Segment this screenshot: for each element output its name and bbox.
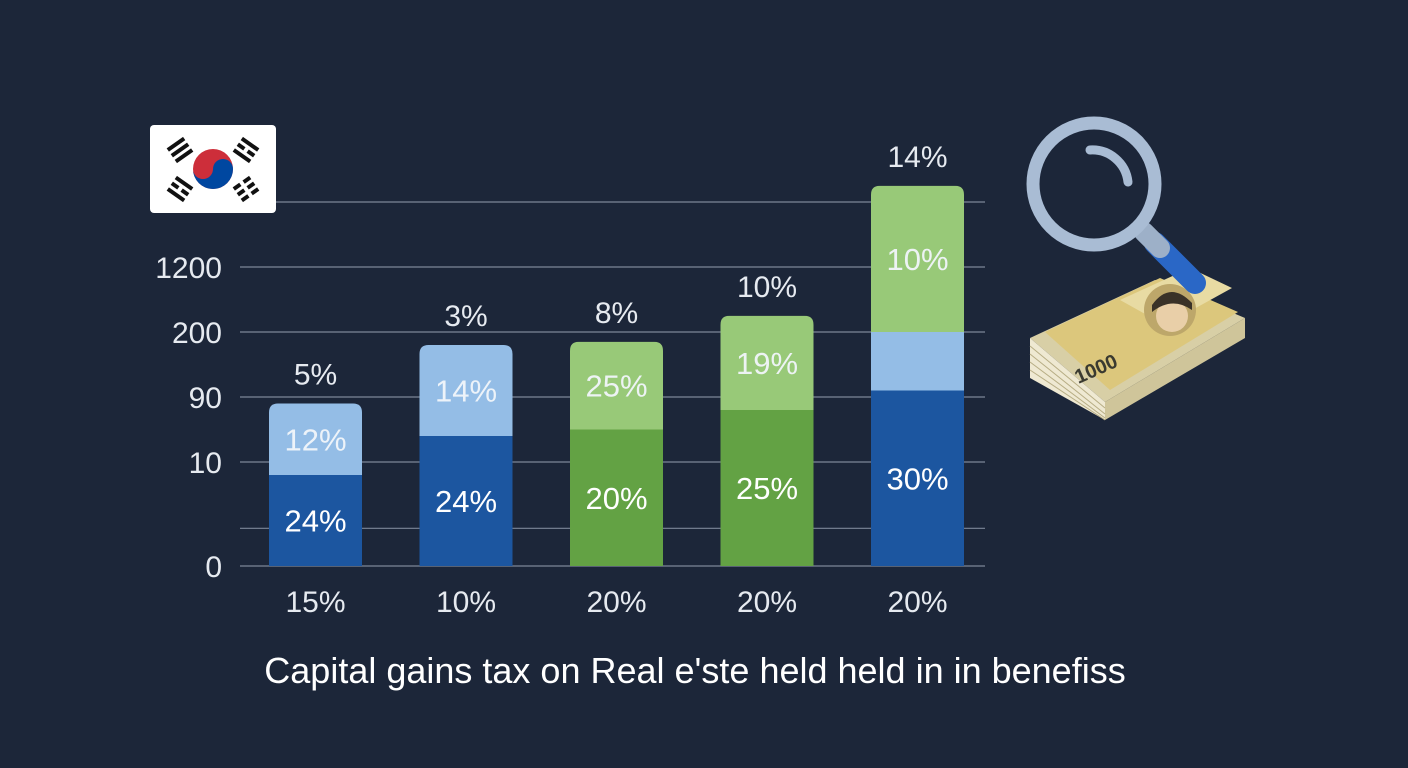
bar-stack — [570, 341, 663, 566]
segment-label: 19% — [736, 346, 798, 381]
segment-label: 14% — [435, 374, 497, 409]
x-category-label: 20% — [737, 586, 797, 619]
bar-stack — [269, 403, 362, 566]
bar-segment-top — [720, 315, 814, 410]
x-category-label: 10% — [436, 586, 496, 619]
bar-top-label: 10% — [737, 271, 797, 304]
label-layer: 0 10 90 200 1200 24% 12% 5% 15% 24% 14% 3% 10% 20% 25%… — [155, 141, 948, 619]
segment-label: 24% — [435, 484, 497, 519]
x-category-label: 15% — [285, 586, 345, 619]
bar-segment-middle — [871, 332, 964, 391]
segment-label: 30% — [886, 461, 948, 496]
bar-top-label: 8% — [595, 297, 638, 330]
y-tick-label: 90 — [189, 382, 222, 415]
x-category-label: 20% — [887, 586, 947, 619]
bar-segment-top — [570, 341, 663, 430]
bar-segment-bottom — [871, 390, 964, 566]
bar-stack — [419, 345, 513, 566]
bar-segment-bottom — [419, 436, 513, 566]
segment-label: 10% — [886, 242, 948, 277]
bar-segment-bottom — [570, 429, 663, 566]
bar-segment-top — [419, 345, 513, 436]
won-banknote-stack-icon: 1000 — [1029, 268, 1245, 421]
y-tick-label: 10 — [189, 447, 222, 480]
bar-segment-top — [871, 185, 964, 332]
chart-title: Capital gains tax on Real e'ste held hel… — [264, 650, 1126, 691]
bar-top-label: 14% — [887, 141, 947, 174]
segment-label: 25% — [736, 471, 798, 506]
segment-label: 25% — [585, 369, 647, 404]
y-tick-label: 200 — [172, 317, 222, 350]
south-korea-flag-icon — [150, 125, 276, 213]
bar-top-label: 5% — [294, 359, 337, 392]
bar-segment-top — [269, 403, 362, 475]
bar-segment-bottom — [269, 475, 362, 566]
bar-segment-bottom — [720, 410, 814, 566]
bar-stack — [720, 315, 814, 566]
bar-stack — [871, 185, 964, 566]
bar-layer — [269, 185, 964, 566]
segment-label: 12% — [284, 422, 346, 457]
bar-top-label: 3% — [444, 300, 487, 333]
magnifying-glass-icon — [1026, 116, 1206, 294]
y-tick-label: 0 — [205, 551, 222, 584]
x-category-label: 20% — [586, 586, 646, 619]
segment-label: 24% — [284, 504, 346, 539]
y-tick-label: 1200 — [155, 252, 222, 285]
segment-label: 20% — [585, 481, 647, 516]
